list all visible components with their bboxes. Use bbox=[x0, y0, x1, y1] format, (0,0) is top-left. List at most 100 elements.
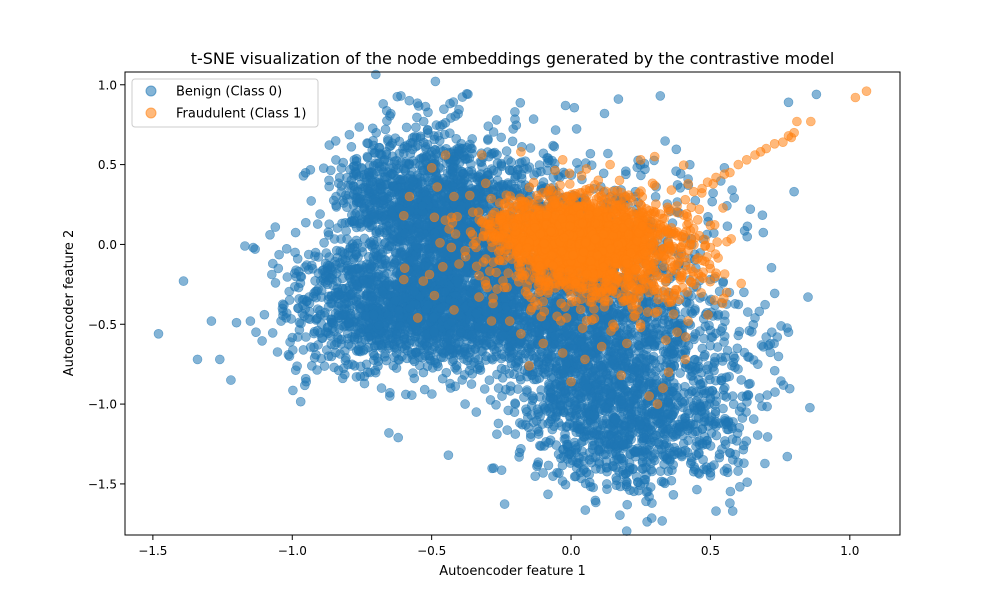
data-point bbox=[501, 146, 512, 156]
data-point bbox=[290, 365, 301, 376]
data-point bbox=[457, 375, 468, 385]
data-point bbox=[580, 478, 591, 489]
data-point bbox=[434, 276, 445, 287]
data-point bbox=[423, 299, 434, 310]
data-point bbox=[782, 451, 793, 462]
data-point bbox=[370, 69, 381, 80]
data-point bbox=[650, 449, 660, 459]
data-point bbox=[531, 374, 542, 385]
data-point bbox=[466, 166, 477, 176]
data-point bbox=[589, 410, 600, 421]
data-point bbox=[569, 400, 580, 411]
data-point bbox=[533, 407, 544, 417]
data-point bbox=[380, 124, 391, 135]
data-point bbox=[288, 385, 298, 396]
data-point bbox=[455, 327, 466, 338]
data-point bbox=[543, 460, 554, 471]
data-point bbox=[548, 394, 558, 404]
data-point bbox=[505, 290, 516, 301]
data-point bbox=[544, 403, 554, 413]
chart-title: t-SNE visualization of the node embeddin… bbox=[191, 49, 835, 68]
data-point bbox=[601, 456, 612, 466]
data-point bbox=[711, 430, 722, 441]
data-point bbox=[621, 526, 632, 536]
data-point bbox=[665, 402, 676, 412]
data-point bbox=[457, 92, 468, 102]
data-point bbox=[705, 441, 716, 451]
data-point bbox=[381, 355, 392, 366]
data-point bbox=[418, 116, 429, 127]
data-point bbox=[588, 427, 599, 438]
data-point bbox=[564, 449, 574, 460]
data-point bbox=[507, 328, 518, 338]
data-point bbox=[479, 384, 490, 394]
data-point bbox=[587, 444, 598, 454]
data-point bbox=[724, 448, 735, 458]
data-point bbox=[543, 489, 553, 500]
data-point bbox=[618, 439, 629, 450]
data-point bbox=[451, 267, 462, 278]
data-point bbox=[571, 427, 582, 438]
data-point bbox=[584, 469, 595, 480]
data-point bbox=[580, 505, 591, 515]
data-point bbox=[411, 122, 421, 133]
data-point bbox=[769, 365, 780, 376]
data-point bbox=[577, 446, 587, 457]
data-point bbox=[604, 402, 614, 413]
data-point bbox=[488, 463, 499, 473]
data-point bbox=[571, 353, 582, 364]
data-point bbox=[491, 115, 502, 125]
data-point bbox=[752, 430, 763, 440]
data-point bbox=[610, 414, 620, 425]
data-point bbox=[471, 309, 482, 319]
data-point bbox=[445, 383, 456, 393]
data-point bbox=[462, 154, 473, 164]
data-point bbox=[444, 344, 455, 354]
data-point bbox=[645, 424, 656, 435]
data-point bbox=[659, 451, 669, 462]
data-point bbox=[543, 418, 554, 429]
data-point bbox=[411, 240, 421, 251]
data-point bbox=[527, 391, 537, 401]
data-point bbox=[668, 489, 679, 500]
data-point bbox=[557, 476, 568, 486]
data-point bbox=[497, 372, 508, 383]
data-point bbox=[453, 278, 463, 289]
data-point bbox=[438, 248, 449, 258]
data-point bbox=[344, 129, 355, 140]
data-point bbox=[484, 375, 495, 386]
data-point bbox=[424, 261, 434, 272]
data-point bbox=[510, 429, 521, 439]
data-point bbox=[613, 454, 624, 465]
data-point bbox=[431, 338, 442, 348]
data-point bbox=[552, 383, 563, 394]
data-point bbox=[502, 425, 513, 435]
data-point bbox=[650, 436, 660, 447]
data-point bbox=[493, 418, 504, 429]
data-point bbox=[723, 417, 733, 428]
data-point bbox=[692, 484, 702, 495]
data-point bbox=[290, 227, 301, 238]
data-point bbox=[656, 476, 667, 487]
data-point bbox=[536, 385, 547, 395]
data-point bbox=[762, 432, 773, 442]
data-point bbox=[697, 438, 708, 449]
data-point bbox=[569, 471, 580, 482]
data-point bbox=[642, 516, 652, 527]
data-point bbox=[688, 466, 699, 477]
data-point bbox=[419, 384, 430, 395]
data-point bbox=[544, 379, 554, 389]
data-point bbox=[281, 244, 292, 254]
data-point bbox=[385, 111, 395, 121]
data-point bbox=[637, 463, 648, 474]
data-point bbox=[464, 352, 474, 363]
data-point bbox=[575, 365, 586, 375]
data-point bbox=[731, 435, 742, 446]
data-point bbox=[615, 510, 625, 521]
data-point bbox=[460, 290, 471, 300]
series-layer bbox=[153, 69, 872, 536]
data-point bbox=[464, 365, 475, 376]
data-point bbox=[515, 374, 526, 385]
data-point bbox=[483, 121, 494, 131]
